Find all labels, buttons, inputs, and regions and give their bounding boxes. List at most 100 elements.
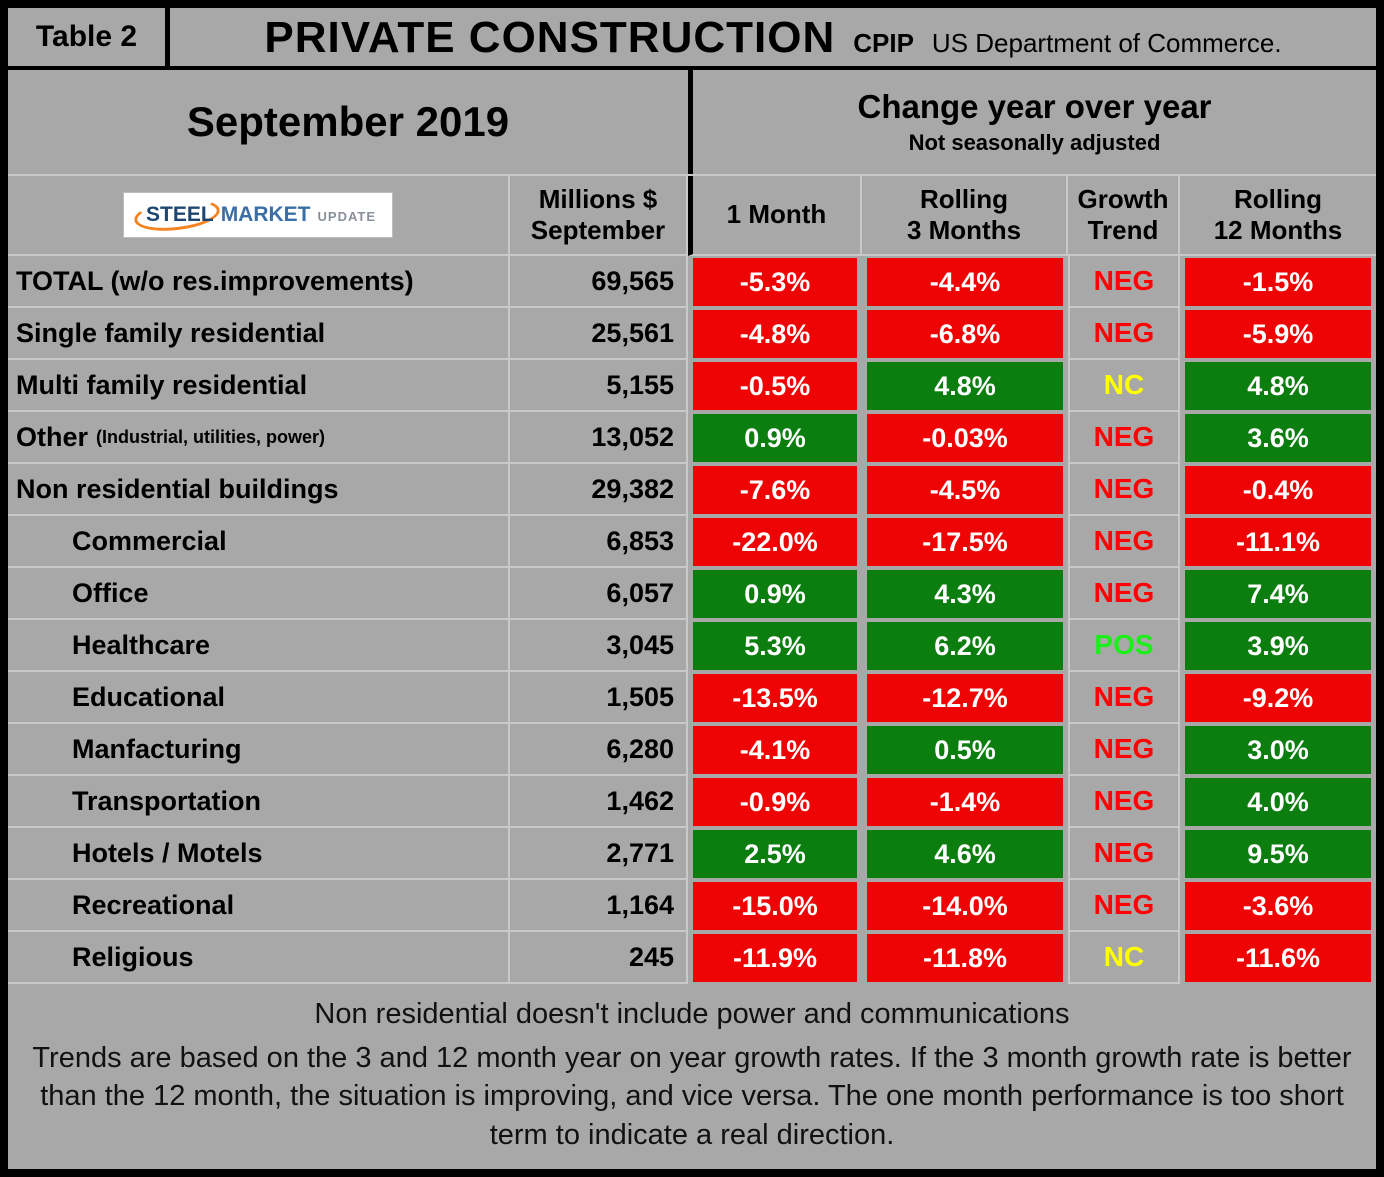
one-month-cell: -0.5% [688,360,862,412]
rolling-3-months-cell: 4.6% [862,828,1068,880]
rolling-12-months-value: 3.6% [1185,414,1371,462]
rolling-12-months-value: 9.5% [1185,830,1371,878]
rolling-3-months-value: -4.4% [867,258,1063,306]
table-row: Religious 245 -11.9% -11.8% NC -11.6% [8,932,1376,984]
one-month-value: 0.9% [693,570,857,618]
rolling-12-months-value: -1.5% [1185,258,1371,306]
rolling-12-months-value: -11.6% [1185,934,1371,982]
one-month-cell: 5.3% [688,620,862,672]
growth-trend-value: NEG [1068,672,1180,724]
row-label-cell: Transportation [8,776,510,828]
rolling-12-months-cell: -9.2% [1180,672,1376,724]
bottom-strip [8,1154,1376,1169]
one-month-cell: -11.9% [688,932,862,984]
rolling-3-months-cell: 0.5% [862,724,1068,776]
one-month-value: -4.8% [693,310,857,358]
growth-trend-value: NEG [1068,412,1180,464]
rolling-3-months-cell: 4.3% [862,568,1068,620]
millions-value: 1,462 [510,776,688,828]
one-month-cell: -22.0% [688,516,862,568]
change-subtitle: Not seasonally adjusted [908,130,1161,155]
row-sublabel: (Industrial, utilities, power) [96,426,326,447]
growth-trend-value: NEG [1068,724,1180,776]
one-month-value: -7.6% [693,466,857,514]
one-month-value: -4.1% [693,726,857,774]
row-label-cell: Commercial [8,516,510,568]
footnote-1: Non residential doesn't include power an… [314,998,1070,1030]
row-label-cell: Educational [8,672,510,724]
rolling-3-months-value: 4.8% [867,362,1063,410]
col-header-1-month: 1 Month [688,176,862,256]
rolling-3-months-value: -14.0% [867,882,1063,930]
rolling-12-months-cell: 3.0% [1180,724,1376,776]
row-label: Multi family residential [16,369,308,400]
one-month-value: -15.0% [693,882,857,930]
rolling-12-months-cell: -3.6% [1180,880,1376,932]
rolling-12-months-cell: -0.4% [1180,464,1376,516]
growth-trend-value: NEG [1068,308,1180,360]
rolling-3-months-cell: -4.4% [862,256,1068,308]
source-label: US Department of Commerce. [931,28,1282,58]
millions-value: 69,565 [510,256,688,308]
rolling-12-months-value: 3.0% [1185,726,1371,774]
rolling-12-months-value: -9.2% [1185,674,1371,722]
rolling-3-months-value: 6.2% [867,622,1063,670]
row-label: Commercial [72,525,227,556]
row-label: Manfacturing [72,733,242,764]
growth-trend-value: NC [1068,932,1180,984]
rolling-3-months-cell: -0.03% [862,412,1068,464]
millions-value: 245 [510,932,688,984]
col-header-rolling-12-months: Rolling 12 Months [1180,176,1376,256]
millions-value: 13,052 [510,412,688,464]
table-row: TOTAL (w/o res.improvements) 69,565 -5.3… [8,256,1376,308]
period-bar: September 2019 Change year over year Not… [8,70,1376,176]
rolling-12-months-cell: -11.6% [1180,932,1376,984]
growth-trend-value: NC [1068,360,1180,412]
rolling-12-months-cell: 4.8% [1180,360,1376,412]
footnotes: Non residential doesn't include power an… [8,984,1376,1154]
table-row: Manfacturing 6,280 -4.1% 0.5% NEG 3.0% [8,724,1376,776]
rolling-12-months-value: 4.8% [1185,362,1371,410]
title-area: PRIVATE CONSTRUCTION CPIP US Department … [170,8,1376,66]
one-month-value: -0.9% [693,778,857,826]
table-body: TOTAL (w/o res.improvements) 69,565 -5.3… [8,256,1376,984]
millions-value: 25,561 [510,308,688,360]
rolling-3-months-value: -11.8% [867,934,1063,982]
one-month-cell: -4.1% [688,724,862,776]
table-row: Healthcare 3,045 5.3% 6.2% POS 3.9% [8,620,1376,672]
row-label: Recreational [72,889,235,920]
row-label: Transportation [72,785,262,816]
table-row: Other (Industrial, utilities, power) 13,… [8,412,1376,464]
one-month-value: -13.5% [693,674,857,722]
title-bar: Table 2 PRIVATE CONSTRUCTION CPIP US Dep… [8,8,1376,70]
rolling-12-months-value: 4.0% [1185,778,1371,826]
table-row: Non residential buildings 29,382 -7.6% -… [8,464,1376,516]
one-month-cell: -4.8% [688,308,862,360]
rolling-12-months-cell: -11.1% [1180,516,1376,568]
rolling-12-months-value: -3.6% [1185,882,1371,930]
rolling-3-months-cell: 6.2% [862,620,1068,672]
table-row: Transportation 1,462 -0.9% -1.4% NEG 4.0… [8,776,1376,828]
one-month-value: 5.3% [693,622,857,670]
cpip-label: CPIP [853,28,914,58]
one-month-value: -0.5% [693,362,857,410]
one-month-cell: 0.9% [688,568,862,620]
millions-value: 29,382 [510,464,688,516]
rolling-12-months-value: -0.4% [1185,466,1371,514]
rolling-3-months-cell: -1.4% [862,776,1068,828]
rolling-12-months-value: 7.4% [1185,570,1371,618]
one-month-cell: 2.5% [688,828,862,880]
row-label-cell: Other (Industrial, utilities, power) [8,412,510,464]
rolling-3-months-value: -12.7% [867,674,1063,722]
rolling-12-months-cell: 4.0% [1180,776,1376,828]
rolling-3-months-cell: -14.0% [862,880,1068,932]
page-title: PRIVATE CONSTRUCTION [264,13,836,62]
rolling-12-months-cell: 3.6% [1180,412,1376,464]
logo-update-text: UPDATE [317,209,376,225]
row-label: Religious [72,941,194,972]
row-label: Non residential buildings [16,473,339,504]
one-month-cell: -5.3% [688,256,862,308]
rolling-12-months-value: -11.1% [1185,518,1371,566]
rolling-12-months-cell: 3.9% [1180,620,1376,672]
row-label: Hotels / Motels [72,837,263,868]
